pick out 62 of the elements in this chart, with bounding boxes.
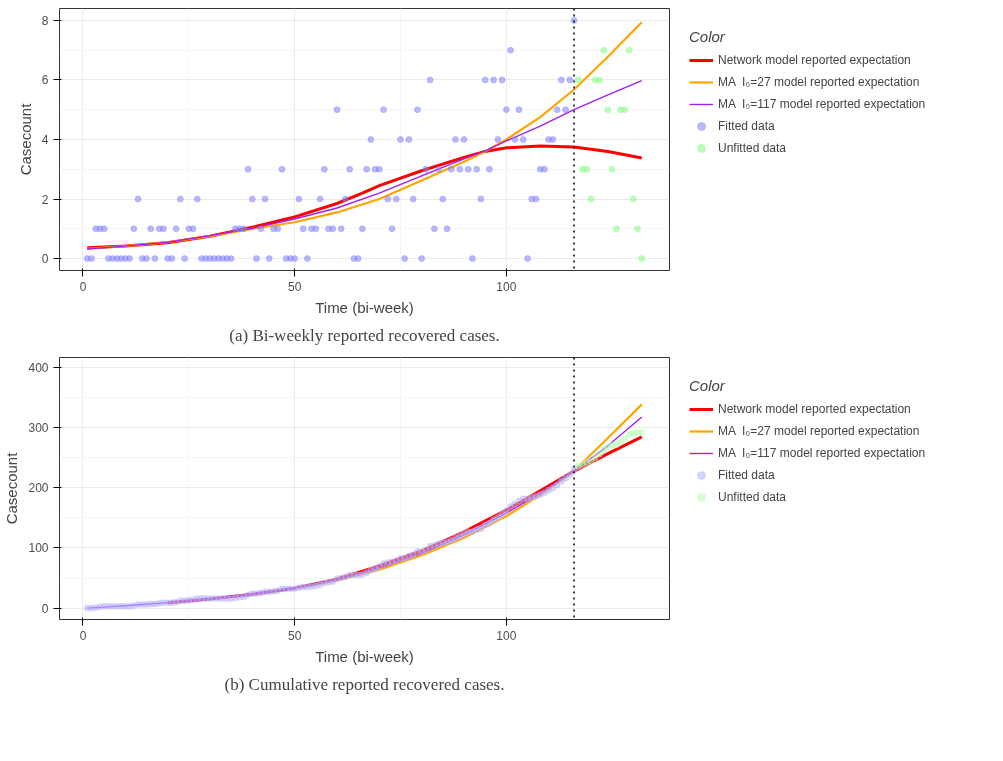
point bbox=[587, 195, 595, 203]
y-tick-label: 300 bbox=[28, 421, 49, 436]
point bbox=[617, 438, 624, 445]
y-axis-title: Casecount bbox=[3, 451, 21, 525]
point bbox=[600, 446, 607, 454]
y-tick-label: 4 bbox=[41, 133, 49, 147]
y-axis-title: Casecount bbox=[16, 102, 34, 176]
point bbox=[625, 46, 633, 54]
y-tick-label: 0 bbox=[41, 601, 49, 616]
point bbox=[621, 435, 629, 442]
point bbox=[634, 225, 641, 233]
point bbox=[621, 106, 629, 113]
point bbox=[579, 461, 586, 468]
point bbox=[591, 454, 599, 462]
legend-label: MA I₀=117 model reported expectation bbox=[718, 97, 926, 111]
point bbox=[604, 443, 612, 451]
y-tick-label: 2 bbox=[41, 192, 49, 207]
y-tick-label: 100 bbox=[28, 541, 49, 556]
x-tick-label: 50 bbox=[287, 628, 302, 643]
point bbox=[608, 166, 616, 173]
point bbox=[596, 451, 603, 458]
point bbox=[630, 195, 637, 203]
x-tick-label: 0 bbox=[79, 628, 87, 643]
point bbox=[613, 225, 620, 233]
y-tick-label: 400 bbox=[28, 361, 49, 376]
line-series bbox=[86, 21, 643, 250]
legend-label: Network model reported expectation bbox=[718, 53, 911, 67]
point bbox=[638, 255, 646, 262]
point bbox=[600, 46, 607, 54]
point bbox=[583, 166, 590, 173]
text: (b) Cumulative reported recovered cases. bbox=[224, 674, 505, 694]
legend-title: Color bbox=[689, 28, 726, 45]
x-axis-title: Time (bi-week) bbox=[315, 647, 414, 665]
x-tick-label: 100 bbox=[496, 628, 517, 643]
legend-label: Fitted data bbox=[718, 468, 775, 482]
point bbox=[613, 441, 620, 448]
line-series bbox=[86, 79, 643, 250]
legend-label: Network model reported expectation bbox=[718, 402, 911, 416]
legend-label: MA I₀=27 model reported expectation bbox=[718, 75, 920, 89]
legend-label: MA I₀=117 model reported expectation bbox=[718, 446, 926, 460]
legend-label: Fitted data bbox=[718, 119, 775, 133]
y-tick-label: 6 bbox=[41, 73, 49, 88]
point bbox=[587, 458, 595, 465]
x-tick-label: 0 bbox=[79, 279, 87, 294]
point bbox=[634, 429, 641, 436]
point bbox=[596, 76, 603, 84]
x-tick-label: 100 bbox=[496, 279, 517, 294]
y-tick-label: 8 bbox=[41, 13, 49, 28]
x-axis-title: Time (bi-week) bbox=[315, 298, 414, 316]
point bbox=[575, 463, 582, 470]
point bbox=[604, 106, 612, 113]
legend-label: Unfitted data bbox=[718, 141, 787, 155]
point bbox=[638, 429, 646, 436]
legend-title: Color bbox=[689, 377, 726, 394]
legend-label: Unfitted data bbox=[718, 490, 787, 504]
x-tick-label: 50 bbox=[287, 279, 302, 294]
point bbox=[583, 459, 590, 466]
text: (a) Bi-weekly reported recovered cases. bbox=[229, 325, 500, 345]
y-tick-label: 0 bbox=[41, 252, 49, 267]
legend-label: MA I₀=27 model reported expectation bbox=[718, 424, 920, 438]
point bbox=[575, 76, 582, 84]
y-tick-label: 200 bbox=[28, 481, 49, 496]
